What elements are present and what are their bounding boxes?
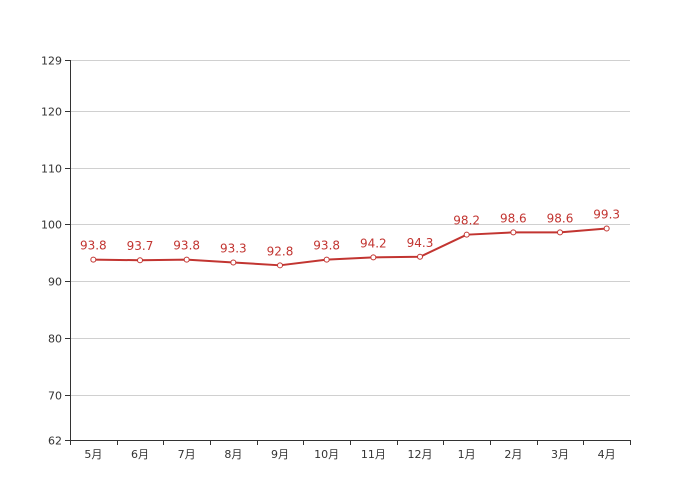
data-point[interactable] [557, 229, 563, 236]
axes: 62 70 80 90 100 110 120 129 5月 6月 7月 8月 9月 10月 11月 12月 1… [41, 55, 631, 461]
data-label: 92.8 [267, 244, 294, 258]
data-label: 93.7 [127, 239, 154, 253]
data-points [90, 225, 610, 269]
x-tick-label: 11月 [361, 448, 386, 461]
x-tick-label: 8月 [224, 448, 242, 461]
data-point[interactable] [510, 229, 517, 236]
x-tick-label: 5月 [84, 448, 102, 461]
data-label: 93.8 [80, 239, 107, 253]
data-labels: 93.8 93.7 93.8 93.3 92.8 93.8 94.2 94.3 98.2 98.6… [80, 207, 620, 258]
y-tick-label: 70 [48, 390, 62, 403]
y-tick-label: 100 [41, 219, 62, 232]
series-line-0 [93, 227, 607, 267]
data-label: 93.3 [220, 241, 247, 255]
x-tick-label: 3月 [551, 448, 569, 461]
data-point[interactable] [277, 262, 283, 269]
y-tick-label: 62 [48, 435, 62, 448]
x-tick-label: 12月 [408, 448, 433, 461]
x-tick-label: 1月 [458, 448, 476, 461]
data-point[interactable] [323, 256, 330, 263]
x-tick-label: 7月 [178, 448, 196, 461]
data-label: 98.6 [500, 211, 527, 225]
data-point[interactable] [183, 256, 190, 263]
data-label: 98.6 [547, 211, 574, 225]
data-label: 99.3 [593, 207, 620, 221]
x-tick-label: 4月 [598, 448, 616, 461]
x-tick-label: 2月 [504, 448, 522, 461]
data-point[interactable] [603, 225, 610, 232]
data-point[interactable] [230, 259, 237, 266]
y-tick-label: 80 [48, 333, 62, 346]
series-line [93, 227, 607, 267]
data-label: 94.3 [407, 236, 434, 250]
data-label: 93.8 [173, 239, 200, 253]
grid-lines [70, 60, 630, 396]
data-label: 98.2 [453, 214, 480, 228]
x-tick-label: 9月 [271, 448, 289, 461]
y-tick-label: 129 [41, 55, 62, 68]
y-tick-label: 90 [48, 276, 62, 289]
y-tick-label: 110 [41, 163, 62, 176]
data-label: 93.8 [313, 239, 340, 253]
data-label: 94.2 [360, 236, 387, 250]
data-point[interactable] [463, 231, 470, 238]
y-tick-label: 120 [41, 106, 62, 119]
data-point[interactable] [90, 256, 97, 263]
x-tick-label: 6月 [131, 448, 149, 461]
x-tick-label: 10月 [314, 448, 339, 461]
data-point[interactable] [370, 254, 377, 261]
data-point[interactable] [137, 257, 143, 264]
data-point[interactable] [417, 253, 423, 260]
